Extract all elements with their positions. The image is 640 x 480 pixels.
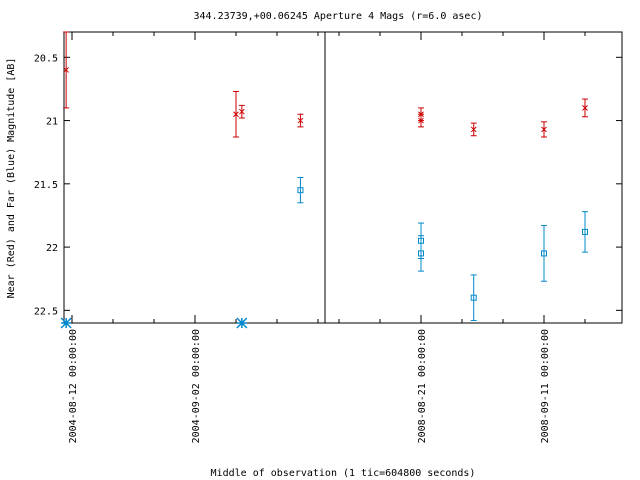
- cross-marker: [63, 67, 69, 73]
- y-tick-label: 22: [46, 243, 58, 254]
- star-marker: [236, 317, 248, 329]
- y-tick-label: 22.5: [34, 306, 58, 317]
- x-tick-label: 2008-09-11 00:00:00: [540, 329, 551, 443]
- plot-frame: [63, 31, 623, 324]
- data-point: [582, 98, 588, 118]
- data-point: [233, 90, 239, 138]
- star-marker: [60, 317, 72, 329]
- y-tick-label: 21.5: [34, 180, 58, 191]
- cross-marker: [470, 126, 477, 133]
- data-point: [582, 211, 588, 253]
- data-point: [418, 235, 424, 272]
- cross-marker: [418, 117, 424, 124]
- x-tick-label: 2008-08-21 00:00:00: [417, 329, 428, 443]
- data-point: [418, 113, 424, 128]
- x-axis-label: Middle of observation (1 tic=604800 seco…: [211, 468, 476, 479]
- square-marker: [541, 250, 547, 257]
- data-point: [63, 31, 70, 109]
- data-point: [238, 104, 245, 119]
- data-point: [470, 274, 477, 321]
- square-marker: [297, 187, 304, 194]
- chart-title: 344.23739,+00.06245 Aperture 4 Mags (r=6…: [194, 11, 483, 22]
- data-point: [297, 113, 304, 128]
- data-point: [541, 225, 547, 282]
- square-marker: [582, 228, 588, 235]
- cross-marker: [297, 117, 304, 124]
- y-tick-label: 20.5: [34, 53, 58, 64]
- square-marker: [470, 294, 477, 301]
- x-tick-label: 2004-08-12 00:00:00: [68, 329, 79, 443]
- x-tick-label: 2004-09-02 00:00:00: [191, 329, 202, 443]
- data-point: [297, 177, 304, 204]
- cross-marker: [233, 111, 239, 118]
- data-point: [470, 122, 477, 137]
- square-marker: [418, 250, 424, 257]
- data-point: [541, 121, 547, 138]
- cross-marker: [239, 108, 245, 115]
- cross-marker: [582, 105, 588, 111]
- cross-marker: [541, 126, 547, 133]
- data-point: [236, 317, 248, 329]
- y-tick-label: 21: [46, 117, 58, 128]
- data-point: [60, 317, 72, 329]
- y-axis-label: Near (Red) and Far (Blue) Magnitude [AB]: [6, 58, 17, 299]
